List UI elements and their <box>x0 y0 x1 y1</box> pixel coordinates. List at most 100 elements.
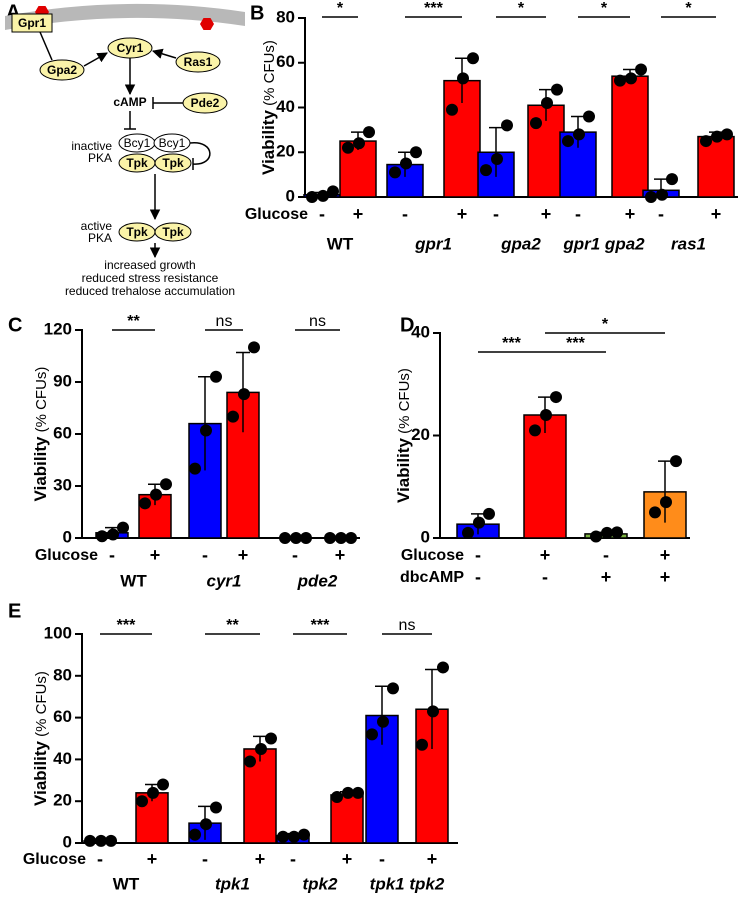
data-point <box>84 834 96 847</box>
node-label: Gpa2 <box>47 63 77 77</box>
data-point <box>298 828 310 841</box>
condition-sign: - <box>109 545 115 565</box>
node <box>154 153 192 173</box>
row-label: dbcAMP <box>400 569 464 586</box>
node <box>175 51 221 73</box>
data-point <box>248 341 260 354</box>
bar <box>611 75 649 198</box>
panel-label: C <box>8 314 22 336</box>
data-point <box>491 152 503 165</box>
condition-sign: + <box>625 204 636 224</box>
data-point <box>721 128 733 141</box>
state-label: active <box>81 219 113 233</box>
data-point <box>656 188 668 201</box>
state-label: PKA <box>88 151 112 165</box>
condition-sign: + <box>150 545 161 565</box>
condition-sign: + <box>255 849 266 869</box>
y-tick-label: 120 <box>44 319 72 338</box>
panel-label: B <box>250 2 264 24</box>
glucose-ligand <box>200 18 214 30</box>
y-tick-label: 0 <box>63 527 72 546</box>
y-axis-title-main: Viability <box>259 110 278 175</box>
condition-sign: + <box>238 545 249 565</box>
group-label: WT <box>120 571 147 590</box>
data-point <box>265 732 277 745</box>
significance-label: * <box>601 0 608 17</box>
data-point <box>324 532 336 544</box>
y-tick-label: 100 <box>44 623 72 642</box>
data-point <box>327 185 339 198</box>
y-tick-label: 90 <box>53 371 72 390</box>
data-point <box>238 388 250 401</box>
data-point <box>427 705 439 718</box>
data-point <box>529 424 541 437</box>
significance-label: ns <box>216 313 233 330</box>
data-point <box>227 410 239 423</box>
data-point <box>590 530 602 543</box>
data-point <box>200 424 212 437</box>
data-point <box>300 532 312 544</box>
data-point <box>541 97 553 110</box>
data-point <box>353 137 365 150</box>
significance-label: ** <box>127 313 140 330</box>
condition-sign: - <box>292 545 298 565</box>
bar <box>523 414 567 539</box>
bar <box>339 140 377 198</box>
node-label: Tpk <box>162 225 184 239</box>
data-point <box>317 189 329 202</box>
data-point <box>210 801 222 814</box>
node-label: Tpk <box>162 156 184 170</box>
membrane <box>5 3 245 30</box>
data-point <box>480 164 492 177</box>
condition-sign: - <box>319 204 325 224</box>
data-point <box>277 830 289 843</box>
data-point <box>635 63 647 76</box>
y-axis-title: Viability (% CFUs) <box>259 40 278 175</box>
condition-sign: + <box>427 849 438 869</box>
y-tick-label: 80 <box>276 7 295 26</box>
y-axis-title-main: Viability <box>31 436 50 501</box>
y-axis-title-unit: (% CFUs) <box>33 671 50 741</box>
node-label: Bcy1 <box>124 136 151 150</box>
y-tick-label: 0 <box>286 186 295 205</box>
data-point <box>342 141 354 154</box>
data-point <box>279 532 291 544</box>
data-point <box>288 830 300 843</box>
data-point <box>666 173 678 186</box>
arrow <box>151 48 177 59</box>
condition-sign: + <box>457 204 468 224</box>
data-point <box>501 119 513 132</box>
condition-sign: - <box>402 204 408 224</box>
node <box>11 13 53 33</box>
data-point <box>483 507 495 520</box>
row-label: Glucose <box>35 547 98 564</box>
condition-sign: + <box>601 567 612 587</box>
data-point <box>95 834 107 847</box>
data-point <box>611 526 623 539</box>
group-label: tpk1 <box>215 874 250 893</box>
y-axis-title-unit: (% CFUs) <box>261 40 278 110</box>
outcome: increased growth <box>104 258 195 272</box>
node <box>39 59 85 81</box>
condition-sign: - <box>658 204 664 224</box>
node-label: cAMP <box>113 95 146 109</box>
inhibition <box>152 97 183 109</box>
data-point <box>342 786 354 799</box>
data-point <box>200 818 212 831</box>
data-point <box>377 715 389 728</box>
data-point <box>446 103 458 116</box>
node-label: Tpk <box>126 225 148 239</box>
error-bar <box>489 126 503 177</box>
significance-label: *** <box>117 617 136 634</box>
significance-label: *** <box>566 335 585 352</box>
data-point <box>437 661 449 674</box>
data-point <box>530 117 542 130</box>
condition-sign: + <box>660 545 671 565</box>
significance-label: * <box>337 0 344 17</box>
y-tick-label: 20 <box>411 425 430 444</box>
data-point <box>306 191 318 203</box>
condition-sign: - <box>542 567 548 587</box>
data-point <box>387 682 399 695</box>
y-tick-label: 30 <box>53 475 72 494</box>
data-point <box>625 72 637 85</box>
